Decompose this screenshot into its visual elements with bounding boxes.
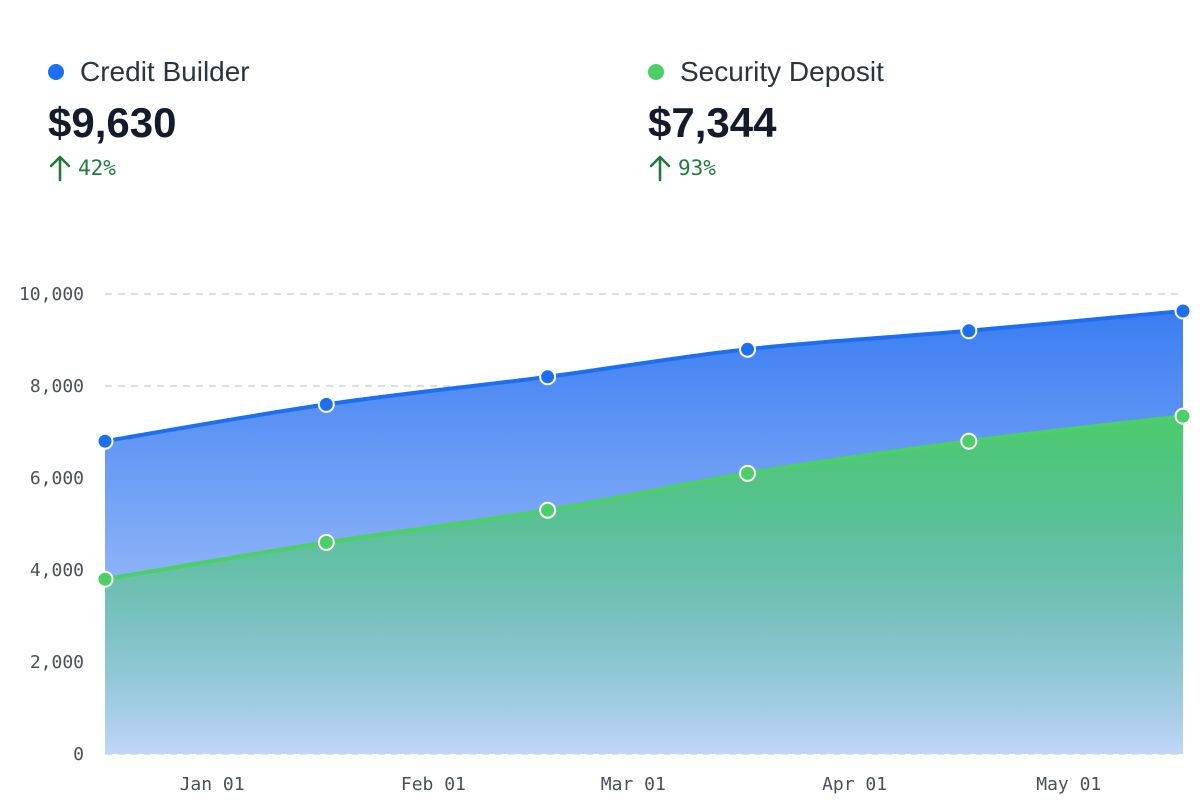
arrow-up-icon	[49, 155, 71, 182]
data-point-security-deposit[interactable]	[317, 533, 335, 551]
data-point-credit-builder[interactable]	[539, 368, 557, 386]
y-tick-label: 6,000	[30, 468, 84, 489]
data-point-credit-builder[interactable]	[739, 340, 757, 358]
security-deposit-change-value: 93%	[678, 156, 716, 180]
line-credit-builder	[103, 309, 1185, 444]
security-deposit-change: 93%	[648, 154, 1148, 182]
credit-builder-legend-dot	[48, 64, 64, 80]
area-security-deposit	[105, 416, 1183, 754]
x-tick-label: Apr 01	[822, 774, 887, 795]
data-point-security-deposit[interactable]	[96, 570, 114, 588]
security-deposit-value: $7,344	[648, 99, 777, 146]
data-point-credit-builder[interactable]	[1174, 302, 1192, 320]
summary-security-deposit: Security Deposit $7,344 93%	[648, 54, 1148, 182]
data-point-security-deposit[interactable]	[960, 432, 978, 450]
y-tick-label: 2,000	[30, 652, 84, 673]
security-deposit-label: Security Deposit	[680, 56, 884, 87]
x-tick-label: May 01	[1036, 774, 1101, 795]
data-point-security-deposit[interactable]	[1174, 407, 1192, 425]
credit-builder-change-value: 42%	[78, 156, 116, 180]
data-point-credit-builder[interactable]	[317, 395, 335, 413]
data-point-security-deposit[interactable]	[739, 464, 757, 482]
security-deposit-legend-dot	[648, 64, 664, 80]
y-tick-label: 0	[73, 744, 84, 765]
arrow-up-icon	[649, 155, 671, 182]
data-point-credit-builder[interactable]	[960, 322, 978, 340]
x-tick-label: Mar 01	[601, 774, 666, 795]
credit-builder-label: Credit Builder	[80, 56, 250, 87]
data-point-security-deposit[interactable]	[539, 501, 557, 519]
line-security-deposit	[103, 414, 1185, 582]
data-point-credit-builder[interactable]	[96, 432, 114, 450]
x-tick-label: Feb 01	[401, 774, 466, 795]
credit-builder-value: $9,630	[48, 99, 177, 146]
x-tick-label: Jan 01	[180, 774, 245, 795]
y-tick-label: 10,000	[19, 284, 84, 305]
summary-credit-builder: Credit Builder $9,630 42%	[48, 54, 548, 182]
y-tick-label: 4,000	[30, 560, 84, 581]
credit-builder-change: 42%	[48, 154, 548, 182]
y-tick-label: 8,000	[30, 376, 84, 397]
